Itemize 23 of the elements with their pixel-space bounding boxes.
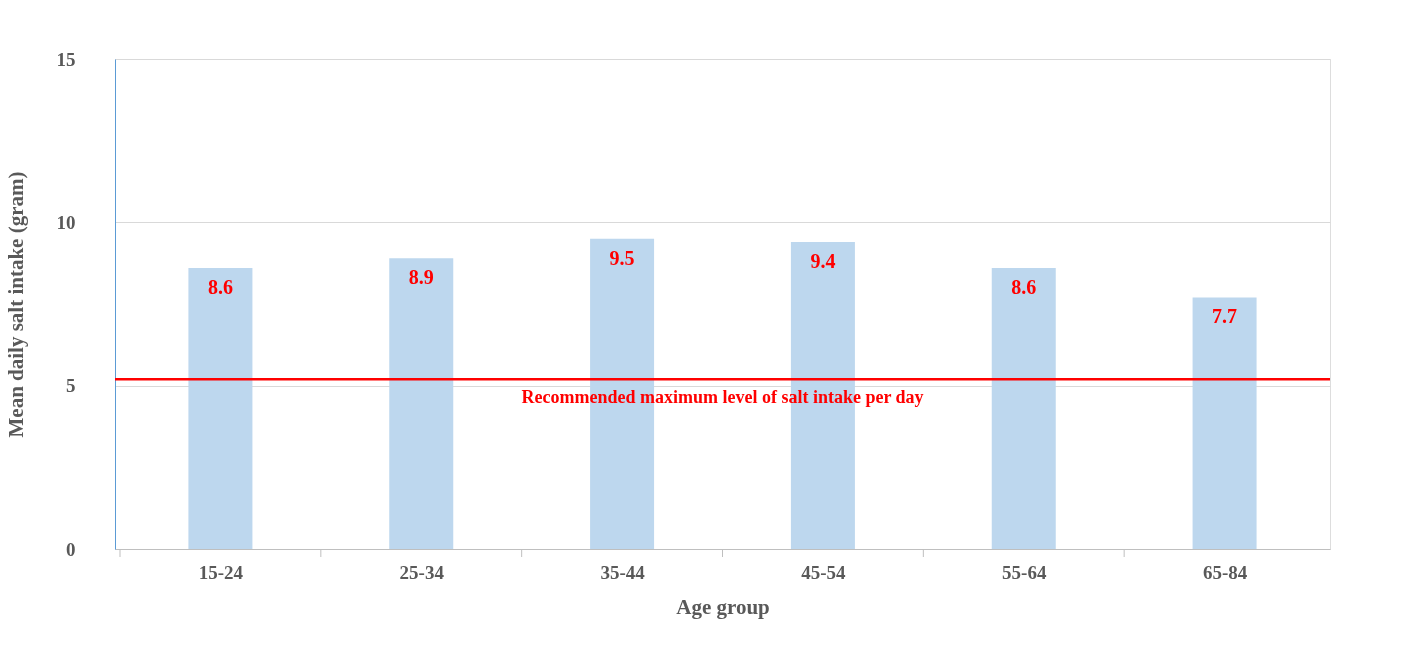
- x-axis-title: Age group: [676, 594, 770, 619]
- y-tick-label: 5: [66, 375, 76, 397]
- data-label: 9.4: [810, 249, 836, 272]
- x-tick-label: 15-24: [198, 561, 244, 583]
- bar: [389, 258, 454, 549]
- bar: [991, 268, 1056, 549]
- x-tick-label: 25-34: [399, 561, 445, 583]
- ref-line-label: Recommended maximum level of salt intake per day: [521, 387, 924, 408]
- data-label: 9.5: [609, 246, 635, 269]
- x-tick-label: 65-84: [1202, 561, 1248, 583]
- y-axis-title: Mean daily salt intake (gram): [3, 171, 28, 438]
- y-tick-label: 15: [56, 48, 76, 70]
- y-tick-label: 10: [56, 211, 76, 233]
- x-tick-label: 55-64: [1002, 561, 1047, 583]
- data-label: 7.7: [1212, 305, 1238, 328]
- x-tick-label: 35-44: [600, 561, 646, 583]
- data-label: 8.9: [408, 266, 434, 289]
- data-label: 8.6: [207, 276, 233, 299]
- data-label: 8.6: [1011, 276, 1037, 299]
- x-tick-label: 45-54: [801, 561, 847, 583]
- bar: [188, 268, 253, 549]
- y-tick-label: 0: [66, 538, 76, 560]
- bar: [1192, 297, 1257, 549]
